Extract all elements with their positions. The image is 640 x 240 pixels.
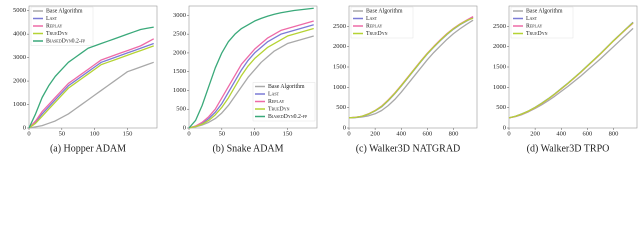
legend-label: TrueDyn xyxy=(46,31,68,37)
series-line xyxy=(28,45,154,129)
x-tick-label: 0 xyxy=(507,130,510,137)
legend-label: Base Algorithm xyxy=(366,8,403,14)
series-line xyxy=(28,61,154,129)
x-tick-label: 0 xyxy=(27,130,30,137)
legend-label: TrueDyn xyxy=(366,31,388,37)
series-line xyxy=(28,42,154,129)
x-tick-label: 200 xyxy=(530,130,540,137)
legend-label: TrueDyn xyxy=(526,31,548,37)
y-tick-label: 1500 xyxy=(493,63,506,70)
series-line xyxy=(188,7,314,129)
x-tick-label: 0 xyxy=(187,130,190,137)
chart-caption: (c) Walker3D NATGRAD xyxy=(356,143,461,154)
x-tick-label: 0 xyxy=(347,130,350,137)
y-tick-label: 2500 xyxy=(493,23,506,30)
legend-label: Replay xyxy=(366,23,382,29)
y-tick-label: 3000 xyxy=(173,12,186,19)
y-tick-label: 1000 xyxy=(13,101,26,108)
legend-label: Replay xyxy=(526,23,542,29)
panel: 0 1000 2000 3000 4000 5000 0 50 100 150 Base Algor… xyxy=(13,5,158,154)
chart-caption: (d) Walker3D TRPO xyxy=(527,143,610,154)
legend-label: BiasedDyn0.2-fp xyxy=(268,114,308,120)
y-tick-label: 0 xyxy=(183,124,186,131)
legend-label: Last xyxy=(366,16,378,22)
y-tick-label: 1000 xyxy=(333,84,346,91)
x-tick-label: 800 xyxy=(609,130,619,137)
x-tick-label: 400 xyxy=(396,130,406,137)
legend-label: Base Algorithm xyxy=(526,8,563,14)
legend-label: BiasedDyn0.2-fp xyxy=(46,38,86,44)
legend-label: TrueDyn xyxy=(268,106,290,112)
y-tick-label: 2500 xyxy=(173,31,186,38)
x-tick-label: 150 xyxy=(283,130,293,137)
series-line xyxy=(348,19,474,119)
series-line xyxy=(348,17,474,119)
series-line xyxy=(188,20,314,129)
panel: 0 500 1000 1500 2000 2500 0 200 400 600 800 Base Al… xyxy=(493,5,638,154)
x-tick-label: 100 xyxy=(250,130,260,137)
chart-caption: (b) Snake ADAM xyxy=(212,143,283,154)
x-tick-label: 800 xyxy=(449,130,459,137)
x-tick-label: 50 xyxy=(219,130,226,137)
x-tick-label: 150 xyxy=(123,130,133,137)
chart-caption: (a) Hopper ADAM xyxy=(50,143,126,154)
y-tick-label: 500 xyxy=(496,104,506,111)
y-tick-label: 5000 xyxy=(13,7,26,14)
y-tick-label: 4000 xyxy=(13,31,26,38)
series-line xyxy=(188,27,314,129)
legend-label: Last xyxy=(268,91,280,97)
y-tick-label: 500 xyxy=(336,104,346,111)
y-tick-label: 2000 xyxy=(13,78,26,85)
series-line xyxy=(28,26,154,129)
y-tick-label: 2000 xyxy=(333,43,346,50)
legend-label: Base Algorithm xyxy=(46,8,83,14)
y-tick-label: 0 xyxy=(23,124,26,131)
series-line xyxy=(188,24,314,129)
y-tick-label: 1500 xyxy=(173,68,186,75)
legend-label: Last xyxy=(46,16,58,22)
x-tick-label: 200 xyxy=(370,130,380,137)
series-line xyxy=(508,22,634,119)
y-tick-label: 1000 xyxy=(493,84,506,91)
x-tick-label: 600 xyxy=(582,130,592,137)
legend-label: Replay xyxy=(268,99,284,105)
x-tick-label: 100 xyxy=(90,130,100,137)
y-tick-label: 2000 xyxy=(493,43,506,50)
x-tick-label: 600 xyxy=(422,130,432,137)
legend-label: Last xyxy=(526,16,538,22)
x-tick-label: 400 xyxy=(556,130,566,137)
y-tick-label: 2000 xyxy=(173,49,186,56)
y-tick-label: 0 xyxy=(343,124,346,131)
series-line xyxy=(188,35,314,129)
y-tick-label: 1500 xyxy=(333,63,346,70)
x-tick-label: 50 xyxy=(59,130,66,137)
y-tick-label: 1000 xyxy=(173,87,186,94)
y-tick-label: 3000 xyxy=(13,54,26,61)
legend-label: Replay xyxy=(46,23,62,29)
y-tick-label: 2500 xyxy=(333,23,346,30)
legend-label: Base Algorithm xyxy=(268,84,305,90)
panel: 0 500 1000 1500 2000 2500 0 200 400 600 800 Base Al… xyxy=(333,5,478,154)
series-line xyxy=(28,38,155,129)
y-tick-label: 500 xyxy=(176,106,186,113)
panel: 0 500 1000 1500 2000 2500 3000 0 50 100 150 Base Al… xyxy=(173,5,318,154)
y-tick-label: 0 xyxy=(503,124,506,131)
